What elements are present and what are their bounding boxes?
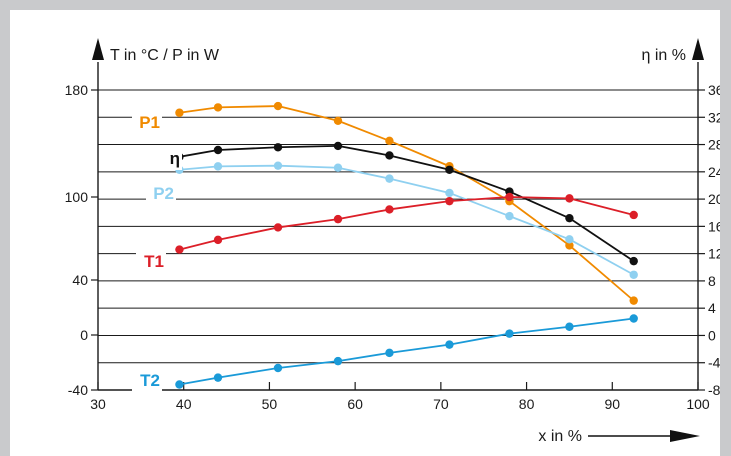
y-left-tick-label: -40 <box>68 382 88 398</box>
data-point-t2 <box>273 363 283 373</box>
y-right-axis-label: η in % <box>642 47 686 64</box>
y-right-tick-label: -8 <box>708 382 720 398</box>
series-label-bg <box>146 183 176 205</box>
data-point-p2 <box>629 270 638 279</box>
series-label-bg <box>152 148 182 170</box>
y-right-tick-label: -4 <box>708 355 720 371</box>
y-left-arrow-icon <box>92 38 104 60</box>
y-right-tick-label: 12 <box>708 246 720 262</box>
x-tick-label: 40 <box>176 396 192 412</box>
data-point-p2 <box>565 235 574 244</box>
y-left-axis-label: T in °C / P in W <box>110 47 220 64</box>
y-right-tick-label: 16 <box>708 218 720 234</box>
data-point-eta <box>565 213 574 223</box>
data-point-t1 <box>565 194 574 203</box>
data-point-t1 <box>505 192 514 202</box>
series-line-p2 <box>179 164 635 276</box>
series-label-t1: T1 <box>144 252 164 271</box>
data-point-p1 <box>333 116 343 125</box>
data-point-p1 <box>273 101 283 111</box>
series-label-bg <box>132 112 162 134</box>
data-point-eta <box>333 141 343 151</box>
data-point-t2 <box>629 314 638 323</box>
x-tick-label: 90 <box>604 396 620 412</box>
x-axis-label: x in % <box>538 428 582 445</box>
x-tick-label: 80 <box>519 396 535 412</box>
data-point-p2 <box>385 174 394 183</box>
data-point-t1 <box>385 205 394 214</box>
data-point-p2 <box>273 161 283 170</box>
x-tick-label: 60 <box>347 396 363 412</box>
y-right-tick-label: 32 <box>708 109 720 125</box>
axes <box>91 38 705 442</box>
data-point-t1 <box>445 196 454 206</box>
series-line-p1 <box>179 105 635 302</box>
y-right-tick-label: 20 <box>708 191 720 207</box>
series-label-bg <box>132 370 162 392</box>
series-label-p2: P2 <box>153 184 174 203</box>
y-left-tick-label: 180 <box>65 82 89 98</box>
x-tick-label: 70 <box>433 396 449 412</box>
y-left-tick-label: 0 <box>80 327 88 343</box>
y-right-tick-label: 0 <box>708 327 716 343</box>
data-point-t1 <box>629 210 638 220</box>
data-point-p2 <box>333 163 343 172</box>
x-tick-label: 100 <box>686 396 710 412</box>
y-right-tick-label: 36 <box>708 82 720 98</box>
data-point-t2 <box>213 373 223 382</box>
data-point-t2 <box>333 356 343 366</box>
data-point-t2 <box>175 380 184 389</box>
y-right-tick-label: 28 <box>708 137 720 153</box>
data-point-eta <box>385 151 394 160</box>
data-point-t2 <box>565 322 574 331</box>
data-point-t2 <box>445 340 454 349</box>
series-label-eta: η <box>170 149 180 168</box>
y-right-tick-label: 8 <box>708 273 716 289</box>
x-tick-label: 30 <box>90 396 106 412</box>
data-point-p1 <box>213 103 223 112</box>
data-point-t1 <box>333 214 343 224</box>
data-point-p1 <box>175 108 184 117</box>
y-right-arrow-icon <box>692 38 704 60</box>
x-arrow-icon <box>670 430 700 442</box>
data-point-p2 <box>505 211 514 221</box>
data-point-t2 <box>505 329 514 338</box>
data-point-t1 <box>175 245 184 254</box>
data-point-p1 <box>629 296 638 305</box>
data-point-p1 <box>385 136 394 146</box>
series-label-p1: P1 <box>139 113 160 132</box>
y-left-tick-label: 100 <box>65 189 89 205</box>
series-label-t2: T2 <box>140 371 160 390</box>
data-point-t1 <box>273 223 283 232</box>
series-label-bg <box>136 251 166 273</box>
x-tick-label: 50 <box>262 396 278 412</box>
data-point-t1 <box>213 235 223 245</box>
data-point-eta <box>445 165 454 174</box>
data-point-eta <box>213 145 223 155</box>
gridlines <box>98 89 698 391</box>
data-point-eta <box>629 256 638 266</box>
y-right-tick-label: 4 <box>708 300 716 316</box>
data-point-p2 <box>445 188 454 198</box>
data-point-eta <box>273 143 283 152</box>
data-point-p1 <box>565 241 574 250</box>
data-point-p2 <box>213 162 223 171</box>
data-point-t2 <box>385 348 394 358</box>
y-right-tick-label: 24 <box>708 164 720 180</box>
y-left-tick-label: 40 <box>72 272 88 288</box>
